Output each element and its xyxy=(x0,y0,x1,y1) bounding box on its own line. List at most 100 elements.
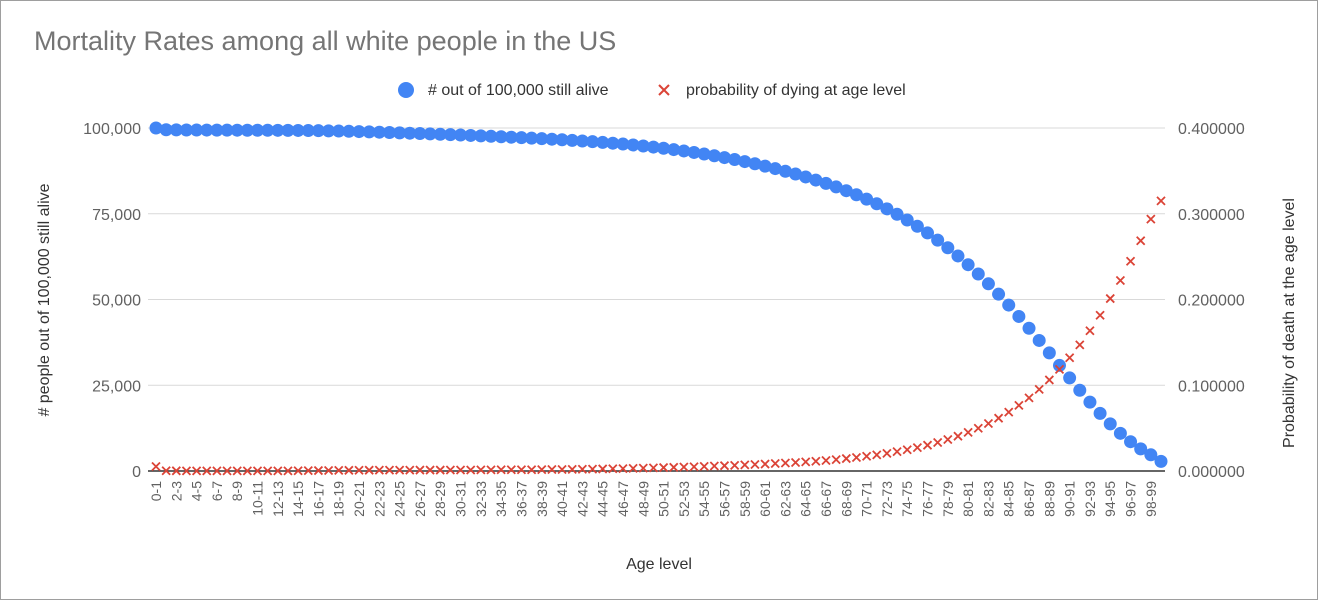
x-tick-label: 44-45 xyxy=(595,481,611,517)
survivors-point xyxy=(1154,454,1168,468)
survivors-point xyxy=(596,135,610,149)
survivors-point xyxy=(545,132,559,146)
survivors-point xyxy=(1113,426,1127,440)
survivors-point xyxy=(849,188,863,202)
probability-point xyxy=(760,459,770,469)
probability-point xyxy=(161,466,171,476)
probability-point xyxy=(394,465,405,475)
survivors-point xyxy=(251,123,265,137)
x-tick-label: 46-47 xyxy=(615,481,631,517)
probability-point xyxy=(1115,275,1126,286)
survivors-point xyxy=(829,180,843,194)
survivors-point xyxy=(687,145,701,159)
probability-point xyxy=(740,460,750,470)
survivors-point xyxy=(220,123,234,137)
probability-point xyxy=(313,465,324,476)
probability-point xyxy=(151,461,161,472)
x-tick-label: 30-31 xyxy=(453,481,469,517)
probability-point xyxy=(943,434,953,445)
x-tick-label: 76-77 xyxy=(920,481,936,517)
x-axis-label: Age level xyxy=(626,556,692,573)
survivors-point xyxy=(890,207,904,221)
probability-point xyxy=(851,452,862,463)
survivors-point xyxy=(1012,309,1026,323)
survivors-point xyxy=(484,129,498,143)
x-tick-label: 66-67 xyxy=(818,481,834,517)
survivors-point xyxy=(514,131,528,145)
x-tick-label: 48-49 xyxy=(635,481,651,517)
survivors-point xyxy=(332,124,346,138)
probability-point xyxy=(283,466,293,476)
probability-point xyxy=(1136,236,1146,246)
x-tick-label: 92-93 xyxy=(1082,481,1098,517)
y-left-tick-label: 50,000 xyxy=(92,293,141,310)
survivors-point xyxy=(870,197,884,211)
survivors-point xyxy=(322,124,336,138)
survivors-point xyxy=(880,202,894,216)
x-tick-label: 14-15 xyxy=(290,481,306,517)
survivors-point xyxy=(1093,406,1107,420)
y-left-tick-label: 0 xyxy=(132,464,141,481)
survivors-point xyxy=(1002,298,1016,312)
survivors-point xyxy=(382,126,396,140)
probability-point xyxy=(354,465,364,475)
survivors-point xyxy=(454,128,468,142)
x-tick-label: 26-27 xyxy=(412,481,428,517)
x-tick-label: 90-91 xyxy=(1062,481,1078,517)
probability-point xyxy=(750,459,760,470)
probability-point xyxy=(252,466,263,476)
probability-point xyxy=(405,465,415,475)
survivors-point xyxy=(352,125,366,139)
survivors-point xyxy=(758,159,772,173)
survivors-point xyxy=(789,167,803,181)
probability-point xyxy=(801,457,811,467)
survivors-point xyxy=(728,153,742,167)
x-tick-label: 96-97 xyxy=(1123,481,1139,517)
y-right-tick-label: 0.300000 xyxy=(1178,207,1245,224)
probability-point xyxy=(780,458,791,468)
probability-point xyxy=(242,466,253,476)
probability-point xyxy=(892,446,902,457)
x-tick-label: 70-71 xyxy=(859,481,875,517)
probability-point xyxy=(202,466,212,476)
survivors-point xyxy=(494,130,508,144)
probability-point xyxy=(263,466,273,476)
x-tick-label: 12-13 xyxy=(270,481,286,517)
probability-point xyxy=(658,462,669,473)
x-tick-label: 6-7 xyxy=(209,481,225,501)
probability-point xyxy=(587,464,598,474)
x-tick-label: 88-89 xyxy=(1041,481,1057,517)
x-tick-label: 84-85 xyxy=(1001,481,1017,517)
probability-point xyxy=(709,461,719,471)
survivors-point xyxy=(971,267,985,281)
probability-point xyxy=(212,466,222,476)
survivors-point xyxy=(921,226,935,240)
probability-point xyxy=(1065,353,1075,363)
probability-point xyxy=(1004,407,1014,417)
survivors-point xyxy=(941,241,955,255)
probability-point xyxy=(953,431,963,441)
survivors-point xyxy=(271,123,285,137)
survivors-point xyxy=(738,155,752,169)
x-tick-label: 58-59 xyxy=(737,481,753,517)
x-tick-label: 82-83 xyxy=(980,481,996,517)
x-tick-label: 56-57 xyxy=(716,481,732,517)
x-tick-label: 52-53 xyxy=(676,481,692,517)
survivors-point xyxy=(200,123,214,137)
probability-point xyxy=(872,450,882,460)
probability-point xyxy=(293,466,303,476)
survivors-point xyxy=(311,124,325,138)
probability-point xyxy=(679,462,689,472)
survivors-point xyxy=(261,123,275,137)
probability-point xyxy=(344,465,354,475)
survivors-point xyxy=(240,123,254,137)
survivors-point xyxy=(860,192,874,206)
legend-label-survivors: # out of 100,000 still alive xyxy=(428,82,609,99)
probability-point xyxy=(669,462,679,472)
probability-point xyxy=(628,463,638,473)
survivors-point xyxy=(149,121,163,135)
probability-point xyxy=(415,465,425,475)
survivors-point xyxy=(1063,371,1077,385)
survivors-point xyxy=(819,176,833,190)
probability-point xyxy=(963,427,973,438)
